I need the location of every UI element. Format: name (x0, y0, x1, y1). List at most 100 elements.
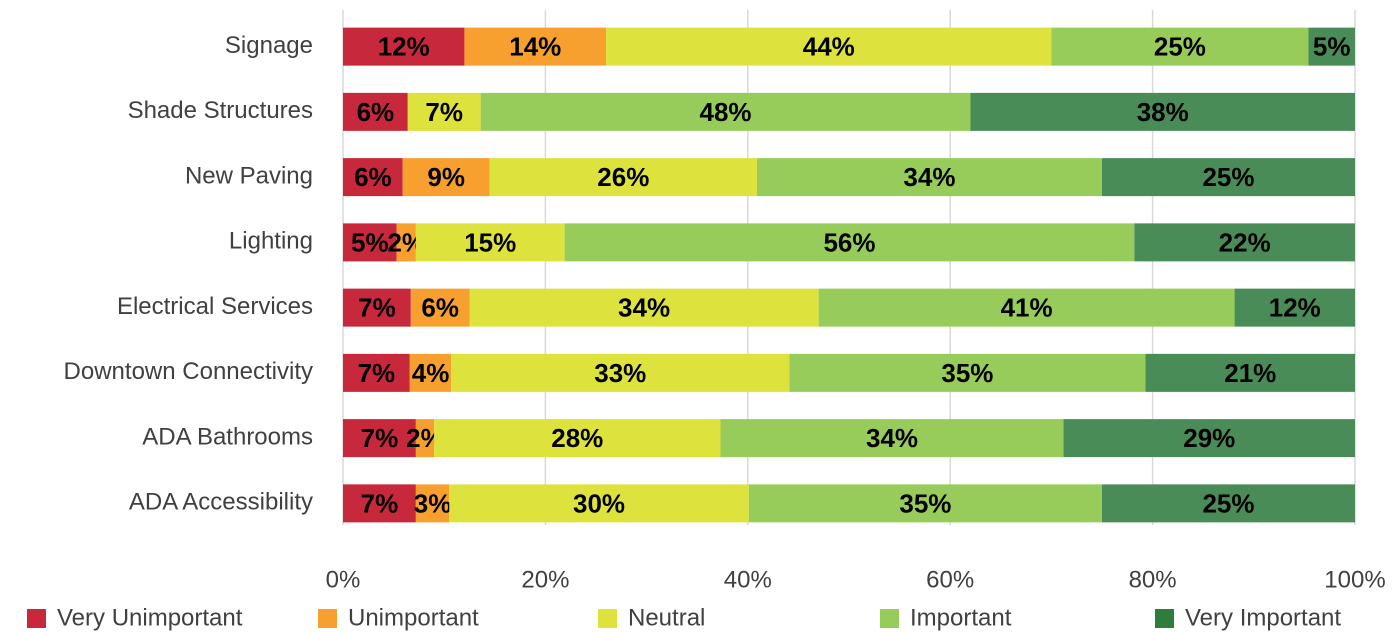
bar-segment (818, 288, 1235, 327)
value-label: 7% (361, 488, 399, 518)
bar-segment (480, 92, 971, 131)
bar-segment (970, 92, 1355, 131)
bar-segment (409, 353, 452, 392)
bar-segment (720, 419, 1064, 458)
value-label: 6% (421, 293, 459, 323)
bar-segment (1102, 484, 1355, 523)
x-tick-label: 40% (724, 566, 772, 593)
legend-swatch (1155, 609, 1174, 628)
bar-segment (396, 223, 416, 262)
bar-segment (343, 158, 403, 197)
value-label: 35% (899, 488, 951, 518)
bar-segment (402, 158, 490, 197)
value-label: 6% (354, 162, 392, 192)
legend-swatch (598, 609, 617, 628)
value-label: 29% (1183, 423, 1235, 453)
value-label: 14% (509, 32, 561, 62)
x-tick-label: 80% (1129, 566, 1177, 593)
value-label: 21% (1224, 358, 1276, 388)
value-label: 12% (1269, 293, 1321, 323)
value-label: 5% (351, 227, 389, 257)
legend-label: Very Unimportant (57, 604, 243, 631)
x-tick-label: 100% (1324, 566, 1385, 593)
value-label: 5% (1313, 32, 1351, 62)
bar-segment (415, 484, 450, 523)
legend-swatch (880, 609, 899, 628)
value-label: 26% (597, 162, 649, 192)
bar-segment (756, 158, 1102, 197)
value-label: 33% (594, 358, 646, 388)
bar-segment (451, 353, 790, 392)
bar-segment (343, 484, 416, 523)
value-label: 9% (427, 162, 465, 192)
legend-label: Neutral (628, 604, 705, 631)
value-label: 15% (464, 227, 516, 257)
bar-segment (415, 419, 435, 458)
category-label: Downtown Connectivity (64, 358, 313, 385)
value-label: 34% (618, 293, 670, 323)
bar-segment (748, 484, 1102, 523)
value-label: 25% (1202, 162, 1254, 192)
bar-segment (1145, 353, 1355, 392)
legend-label: Important (910, 604, 1012, 631)
category-label: Shade Structures (128, 97, 313, 124)
bar-segment (1102, 158, 1355, 197)
bar-segment (343, 27, 465, 66)
value-label: 6% (357, 97, 395, 127)
bar-segment (343, 288, 411, 327)
category-label: Electrical Services (117, 293, 313, 320)
bar-segment (1063, 419, 1355, 458)
category-label: ADA Bathrooms (142, 423, 313, 450)
category-label: Signage (225, 32, 313, 59)
bar-segment (1134, 223, 1355, 262)
bar-segment (469, 288, 819, 327)
bar-segment (343, 419, 416, 458)
x-tick-label: 20% (521, 566, 569, 593)
x-tick-label: 60% (926, 566, 974, 593)
bar-segment (343, 223, 397, 262)
bar-segment (1308, 27, 1355, 66)
x-tick-label: 0% (326, 566, 361, 593)
category-label: New Paving (185, 162, 313, 189)
value-label: 41% (1001, 293, 1053, 323)
value-label: 28% (551, 423, 603, 453)
value-label: 7% (358, 358, 396, 388)
bar-segment (415, 223, 565, 262)
bar-segment (1051, 27, 1309, 66)
bar-segment (464, 27, 607, 66)
value-label: 30% (573, 488, 625, 518)
bar-segment (1234, 288, 1355, 327)
value-label: 4% (412, 358, 450, 388)
value-label: 12% (378, 32, 430, 62)
bar-segment (449, 484, 749, 523)
bar-segment (410, 288, 470, 327)
value-label: 22% (1219, 227, 1271, 257)
bar-segment (606, 27, 1052, 66)
legend-label: Unimportant (348, 604, 479, 631)
value-label: 7% (358, 293, 396, 323)
bar-segment (489, 158, 757, 197)
value-label: 7% (425, 97, 463, 127)
bar-segment (564, 223, 1135, 262)
value-label: 25% (1154, 32, 1206, 62)
value-label: 35% (941, 358, 993, 388)
bar-segment (789, 353, 1146, 392)
value-label: 3% (414, 488, 452, 518)
bar-segment (434, 419, 721, 458)
value-label: 44% (803, 32, 855, 62)
value-label: 7% (361, 423, 399, 453)
value-label: 48% (700, 97, 752, 127)
legend-swatch (27, 609, 46, 628)
legend-swatch (318, 609, 337, 628)
category-label: Lighting (229, 228, 313, 255)
value-label: 34% (866, 423, 918, 453)
bar-segment (407, 92, 481, 131)
category-label: ADA Accessibility (129, 489, 313, 516)
value-label: 34% (903, 162, 955, 192)
value-label: 56% (823, 227, 875, 257)
bar-segment (343, 92, 408, 131)
value-label: 25% (1202, 488, 1254, 518)
bar-segment (343, 353, 410, 392)
value-label: 38% (1137, 97, 1189, 127)
